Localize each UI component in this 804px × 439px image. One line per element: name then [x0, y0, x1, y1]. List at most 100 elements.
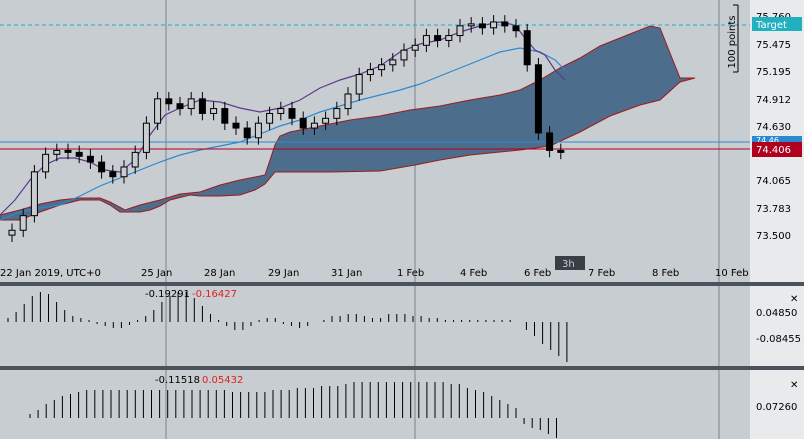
- candle-body: [131, 151, 139, 168]
- candle-body: [86, 155, 94, 163]
- time-label: 28 Jan: [204, 268, 235, 279]
- pane-separator-1[interactable]: [0, 282, 804, 286]
- price-tick: 74.912: [756, 95, 791, 106]
- indicator2-value-b: 0.05432: [202, 375, 243, 386]
- candle-body: [42, 153, 50, 173]
- time-label: 4 Feb: [460, 268, 487, 279]
- time-label: 7 Feb: [588, 268, 615, 279]
- candle-body: [221, 108, 229, 124]
- indicator1-tick: -0.08455: [756, 334, 801, 345]
- bid-tag-label: 74.46: [756, 136, 779, 145]
- candle-body: [456, 25, 464, 37]
- indicator1-histogram: [7, 292, 568, 362]
- time-axis-panel: [0, 262, 750, 282]
- candle-body: [400, 49, 408, 61]
- candle-body: [333, 108, 341, 119]
- time-label: 1 Feb: [397, 268, 424, 279]
- indicator2-close-button[interactable]: [786, 378, 804, 392]
- candle-body: [546, 132, 554, 151]
- indicator2-value-a: -0.11518: [155, 375, 200, 386]
- candle-body: [98, 161, 106, 173]
- candle-body: [490, 21, 498, 29]
- points-ruler: [733, 4, 739, 73]
- time-label: 29 Jan: [268, 268, 299, 279]
- candle-body: [310, 122, 318, 129]
- candle-body: [165, 98, 173, 105]
- candle-body: [523, 30, 531, 66]
- candle-body: [557, 149, 565, 153]
- time-label: 22 Jan 2019, UTC+0: [0, 268, 101, 279]
- vertical-grid-lines: [165, 0, 720, 439]
- price-tick: 75.475: [756, 40, 791, 51]
- candle-body: [322, 117, 330, 124]
- candle-body: [355, 74, 363, 95]
- cursor-time-label: 3h: [562, 259, 575, 270]
- candle-body: [389, 59, 397, 66]
- pane-separator-2[interactable]: [0, 366, 804, 370]
- candle-body: [411, 44, 419, 51]
- ichimoku-cloud: [0, 25, 696, 221]
- candle-body: [288, 108, 296, 119]
- candle-body: [434, 35, 442, 41]
- candle-body: [501, 21, 509, 27]
- price-tick: 74.630: [756, 122, 791, 133]
- candle-body: [366, 69, 374, 76]
- indicator1-value-a: -0.19291: [145, 289, 190, 300]
- time-label: 8 Feb: [652, 268, 679, 279]
- candle-body: [154, 98, 162, 124]
- kijun-sen-line: [0, 47, 566, 221]
- price-axis-ticks: 75.760 75.475 75.195 74.912 74.630 74.06…: [756, 12, 791, 242]
- price-tick: 73.783: [756, 204, 791, 215]
- candle-body: [243, 127, 251, 139]
- price-tick: 75.195: [756, 67, 791, 78]
- close-icon[interactable]: ✕: [790, 294, 798, 305]
- price-tick: 73.500: [756, 231, 791, 242]
- price-axis-panel: [750, 0, 804, 439]
- indicator2-tick: 0.07260: [756, 402, 797, 413]
- indicator1-tick: 0.04850: [756, 308, 797, 319]
- candle-body: [210, 108, 218, 114]
- candle-body: [30, 171, 38, 217]
- time-label: 25 Jan: [141, 268, 172, 279]
- candle-body: [8, 229, 16, 236]
- candle-body: [53, 149, 61, 155]
- indicator1-close-button[interactable]: [786, 292, 804, 306]
- candle-body: [176, 103, 184, 110]
- candle-body: [277, 108, 285, 114]
- current-price-tag: [752, 142, 802, 157]
- close-icon[interactable]: ✕: [790, 380, 798, 391]
- cursor-time-tag: [555, 256, 585, 270]
- candle-body: [512, 25, 520, 32]
- indicator1-value-b: -0.16427: [192, 289, 237, 300]
- candle-body: [232, 122, 240, 129]
- candle-body: [299, 117, 307, 129]
- bid-tag: [752, 136, 802, 144]
- candle-body: [378, 64, 386, 71]
- candle-body: [142, 122, 150, 153]
- candle-body: [198, 98, 206, 114]
- candle-body: [422, 35, 430, 46]
- candle-body: [344, 93, 352, 110]
- candle-body: [120, 166, 128, 178]
- candle-body: [445, 35, 453, 41]
- time-label: 31 Jan: [331, 268, 362, 279]
- current-price-label: 74.406: [756, 145, 791, 156]
- candle-body: [109, 171, 117, 178]
- points-ruler-label: 100 points: [727, 16, 738, 69]
- time-label: 10 Feb: [715, 268, 749, 279]
- candle-body: [467, 23, 475, 27]
- indicator2-histogram: [29, 382, 557, 438]
- price-tick: 74.065: [756, 176, 791, 187]
- candle-body: [266, 112, 274, 124]
- candle-body: [19, 215, 27, 231]
- candle-body: [478, 23, 486, 29]
- time-label: 6 Feb: [524, 268, 551, 279]
- candlesticks: [8, 15, 565, 242]
- target-tag-label: Target: [755, 20, 787, 31]
- candle-body: [187, 98, 195, 110]
- candle-body: [254, 122, 262, 139]
- time-axis-labels: 22 Jan 2019, UTC+0 25 Jan 28 Jan 29 Jan …: [0, 268, 749, 279]
- target-tag[interactable]: [752, 17, 802, 31]
- candle-body: [64, 149, 72, 153]
